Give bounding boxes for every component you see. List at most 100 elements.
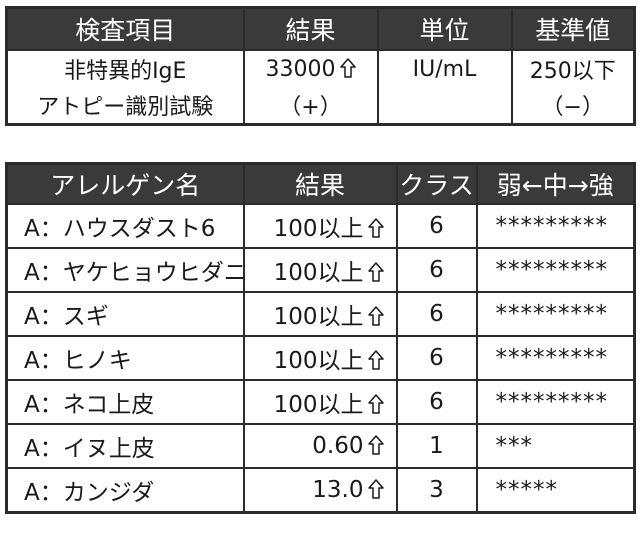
allergen-name-cell: A：ヤケヒョウヒダニ (5, 247, 245, 293)
allergen-name-cell-text: A：スギ (24, 304, 109, 330)
strength-bar-cell-text: *** (495, 433, 533, 459)
hollow-up-arrow-icon (367, 306, 384, 326)
strength-bar-cell: ********* (475, 247, 636, 293)
result-cell: 100以上 (242, 203, 398, 249)
result-cell: 100以上 (242, 335, 398, 381)
reference-cell-text: （−） (541, 95, 604, 120)
result-cell-text: 33000 (265, 56, 336, 82)
hollow-up-arrow-icon (367, 479, 384, 499)
table-row: A：ヒノキ 100以上 6 ********* (5, 335, 636, 381)
allergen-name-cell-text: A：カンジダ (24, 480, 155, 506)
table-row: A：イヌ上皮 0.60 1 *** (5, 423, 636, 469)
strength-bar-cell: ********* (475, 335, 636, 381)
reference-cell: （−） (510, 87, 636, 126)
header-result: 結果 (242, 6, 379, 51)
header-unit: 単位 (376, 6, 513, 51)
class-cell: 6 (395, 379, 478, 425)
result-cell: 0.60 (242, 423, 398, 469)
allergen-name-cell: A：ヒノキ (5, 335, 245, 381)
result-cell: 100以上 (242, 291, 398, 337)
strength-bar-cell-text: ***** (495, 477, 558, 503)
test-item-cell: 非特異的IgE (5, 49, 245, 87)
test-item-cell-text: 非特異的IgE (64, 59, 187, 84)
allergen-header-row: アレルゲン名 結果 クラス 弱←中→強 (5, 162, 636, 205)
hollow-up-arrow-icon (367, 350, 384, 370)
allergen-name-cell: A：ネコ上皮 (5, 379, 245, 425)
allergen-table: アレルゲン名 結果 クラス 弱←中→強 A：ハウスダスト6 100以上 6 *****… (5, 162, 636, 514)
allergen-name-cell: A：ハウスダスト6 (5, 203, 245, 249)
unit-cell: IU/mL (376, 49, 513, 87)
strength-bar-cell-text: ********* (495, 257, 608, 283)
result-cell-text: 100以上 (273, 216, 364, 242)
result-cell-text: （+） (279, 95, 342, 120)
class-cell-text: 6 (429, 257, 444, 283)
class-cell-text: 1 (429, 433, 444, 459)
class-cell: 6 (395, 335, 478, 381)
strength-bar-cell-text: ********* (495, 301, 608, 327)
strength-bar-cell-text: ********* (495, 213, 608, 239)
test-item-cell: アトピー識別試験 (5, 87, 245, 126)
strength-bar-cell: ********* (475, 291, 636, 337)
summary-table: 検査項目 結果 単位 基準値 非特異的IgE 33000 IU/mL 250以下アトピ… (5, 6, 636, 126)
header-strength-scale: 弱←中→強 (475, 162, 636, 205)
result-cell-text: 100以上 (273, 348, 364, 374)
table-row: A：スギ 100以上 6 ********* (5, 291, 636, 337)
hollow-up-arrow-icon (367, 435, 384, 455)
strength-bar-cell: ***** (475, 467, 636, 514)
unit-cell-text: IU/mL (412, 56, 477, 82)
class-cell: 1 (395, 423, 478, 469)
header-allergen-name: アレルゲン名 (5, 162, 245, 205)
header-class: クラス (395, 162, 478, 205)
result-cell: 33000 (242, 49, 379, 87)
class-cell-text: 6 (429, 345, 444, 371)
table-row: A：カンジダ 13.0 3 ***** (5, 467, 636, 514)
result-cell-text: 100以上 (273, 392, 364, 418)
class-cell: 6 (395, 291, 478, 337)
result-cell: 13.0 (242, 467, 398, 514)
class-cell-text: 6 (429, 389, 444, 415)
strength-bar-cell-text: ********* (495, 345, 608, 371)
strength-bar-cell-text: ********* (495, 389, 608, 415)
header-result: 結果 (242, 162, 398, 205)
reference-cell: 250以下 (510, 49, 636, 87)
result-cell-text: 100以上 (273, 304, 364, 330)
table-row: A：ヤケヒョウヒダニ 100以上 6 ********* (5, 247, 636, 293)
allergen-name-cell: A：イヌ上皮 (5, 423, 245, 469)
result-cell: 100以上 (242, 247, 398, 293)
class-cell: 6 (395, 203, 478, 249)
strength-bar-cell: ********* (475, 379, 636, 425)
hollow-up-arrow-icon (367, 262, 384, 282)
table-row: A：ネコ上皮 100以上 6 ********* (5, 379, 636, 425)
allergen-name-cell-text: A：ハウスダスト6 (24, 216, 216, 242)
allergen-name-cell: A：スギ (5, 291, 245, 337)
strength-bar-cell: *** (475, 423, 636, 469)
allergen-name-cell-text: A：ネコ上皮 (24, 392, 155, 418)
summary-header-row: 検査項目 結果 単位 基準値 (5, 6, 636, 51)
result-cell-text: 0.60 (312, 433, 364, 459)
result-cell-text: 100以上 (273, 260, 364, 286)
allergen-name-cell: A：カンジダ (5, 467, 245, 514)
class-cell-text: 6 (429, 213, 444, 239)
table-row: 非特異的IgE 33000 IU/mL 250以下 (5, 49, 636, 87)
hollow-up-arrow-icon (367, 394, 384, 414)
class-cell: 3 (395, 467, 478, 514)
result-cell: 100以上 (242, 379, 398, 425)
class-cell-text: 3 (429, 477, 444, 503)
result-cell-text: 13.0 (312, 477, 364, 503)
unit-cell (376, 87, 513, 126)
header-test-item: 検査項目 (5, 6, 245, 51)
test-item-cell-text: アトピー識別試験 (37, 95, 214, 120)
class-cell: 6 (395, 247, 478, 293)
reference-cell-text: 250以下 (529, 59, 616, 84)
allergen-name-cell-text: A：ヤケヒョウヒダニ (24, 260, 244, 286)
class-cell-text: 6 (429, 301, 444, 327)
result-cell: （+） (242, 87, 379, 126)
hollow-up-arrow-icon (339, 57, 356, 78)
allergen-name-cell-text: A：イヌ上皮 (24, 436, 155, 462)
table-row: アトピー識別試験 （+） （−） (5, 87, 636, 126)
hollow-up-arrow-icon (367, 218, 384, 238)
allergen-name-cell-text: A：ヒノキ (24, 348, 132, 374)
table-row: A：ハウスダスト6 100以上 6 ********* (5, 203, 636, 249)
header-reference: 基準値 (510, 6, 636, 51)
strength-bar-cell: ********* (475, 203, 636, 249)
